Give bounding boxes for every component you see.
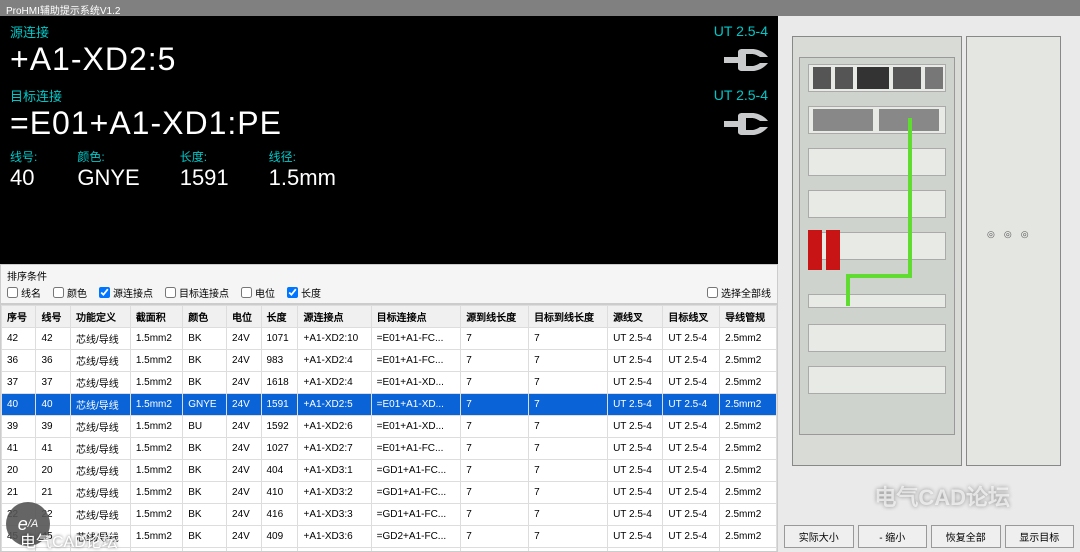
column-header[interactable]: 线号 bbox=[36, 306, 70, 328]
filter-checkbox[interactable]: 颜色 bbox=[53, 285, 87, 300]
filter-bar: 排序条件 线名颜色源连接点目标连接点电位长度 选择全部线 bbox=[0, 264, 778, 304]
title-bar: ProHMI辅助提示系统V1.2 bbox=[0, 0, 1080, 16]
cabinet-door[interactable]: ◎ ◎ ◎ bbox=[966, 36, 1061, 466]
column-header[interactable]: 截面积 bbox=[130, 306, 182, 328]
cabinet-button[interactable]: 显示目标 bbox=[1005, 525, 1075, 548]
cabinet-body[interactable] bbox=[792, 36, 962, 466]
wire-route bbox=[908, 118, 912, 278]
table-row[interactable]: 2222芯线/导线1.5mm2BK24V416+A1-XD3:3=GD1+A1-… bbox=[2, 504, 777, 526]
color-value: GNYE bbox=[77, 165, 139, 191]
column-header[interactable]: 长度 bbox=[261, 306, 298, 328]
column-header[interactable]: 电位 bbox=[227, 306, 261, 328]
table-row[interactable]: 3636芯线/导线1.5mm2BK24V983+A1-XD2:4=E01+A1-… bbox=[2, 350, 777, 372]
wire-route bbox=[846, 274, 912, 278]
wire-no-label: 线号: bbox=[10, 148, 37, 165]
fork-terminal-icon bbox=[724, 113, 768, 135]
column-header[interactable]: 导线管规 bbox=[720, 306, 777, 328]
fork-terminal-icon bbox=[724, 49, 768, 71]
filter-checkbox[interactable]: 电位 bbox=[241, 285, 275, 300]
filter-checkbox[interactable]: 目标连接点 bbox=[165, 285, 229, 300]
left-column: 源连接 UT 2.5-4 +A1-XD2:5 目标连接 UT 2.5-4 =E0… bbox=[0, 16, 778, 552]
column-header[interactable]: 功能定义 bbox=[70, 306, 130, 328]
length-value: 1591 bbox=[180, 165, 229, 191]
select-all-checkbox[interactable]: 选择全部线 bbox=[707, 285, 771, 300]
column-header[interactable]: 源线叉 bbox=[608, 306, 663, 328]
length-label: 长度: bbox=[180, 148, 229, 165]
diameter-value: 1.5mm bbox=[269, 165, 336, 191]
cabinet-button[interactable]: 实际大小 bbox=[784, 525, 854, 548]
column-header[interactable]: 源到线长度 bbox=[461, 306, 529, 328]
wire-display-panel: 源连接 UT 2.5-4 +A1-XD2:5 目标连接 UT 2.5-4 =E0… bbox=[0, 16, 778, 264]
cabinet-preview-panel: ◎ ◎ ◎ 实际大小- 缩小恢复全部显示目标 bbox=[778, 16, 1080, 552]
cabinet-panel bbox=[799, 57, 955, 435]
filter-checkbox[interactable]: 源连接点 bbox=[99, 285, 153, 300]
logo-caption: 电气CAD论坛 bbox=[20, 528, 118, 552]
source-terminal-type: UT 2.5-4 bbox=[714, 23, 768, 39]
wire-no-value: 40 bbox=[10, 165, 37, 191]
column-header[interactable]: 目标连接点 bbox=[371, 306, 461, 328]
table-row[interactable]: 4040芯线/导线1.5mm2GNYE24V1591+A1-XD2:5=E01+… bbox=[2, 394, 777, 416]
source-label: 源连接 bbox=[10, 22, 49, 41]
door-label: ◎ ◎ ◎ bbox=[987, 227, 1029, 240]
table-row[interactable]: 3737芯线/导线1.5mm2BK24V1618+A1-XD2:4=E01+A1… bbox=[2, 372, 777, 394]
table-row[interactable]: 4242芯线/导线1.5mm2BK24V1071+A1-XD2:10=E01+A… bbox=[2, 328, 777, 350]
table-row[interactable]: 3939芯线/导线1.5mm2BU24V1592+A1-XD2:6=E01+A1… bbox=[2, 416, 777, 438]
color-label: 颜色: bbox=[77, 148, 139, 165]
target-terminal-type: UT 2.5-4 bbox=[714, 87, 768, 103]
column-header[interactable]: 目标到线长度 bbox=[529, 306, 608, 328]
target-value: =E01+A1-XD1:PE bbox=[10, 105, 282, 142]
column-header[interactable]: 序号 bbox=[2, 306, 36, 328]
table-row[interactable]: 2121芯线/导线1.5mm2BK24V410+A1-XD3:2=GD1+A1-… bbox=[2, 482, 777, 504]
column-header[interactable]: 源连接点 bbox=[298, 306, 371, 328]
wire-table[interactable]: 序号线号功能定义截面积颜色电位长度源连接点目标连接点源到线长度目标到线长度源线叉… bbox=[1, 305, 777, 552]
target-label: 目标连接 bbox=[10, 86, 62, 105]
diameter-label: 线径: bbox=[269, 148, 336, 165]
main-layout: 源连接 UT 2.5-4 +A1-XD2:5 目标连接 UT 2.5-4 =E0… bbox=[0, 16, 1080, 552]
table-row[interactable]: 4141芯线/导线1.5mm2BK24V1027+A1-XD2:7=E01+A1… bbox=[2, 438, 777, 460]
source-value: +A1-XD2:5 bbox=[10, 41, 176, 78]
column-header[interactable]: 颜色 bbox=[183, 306, 227, 328]
wire-route bbox=[846, 274, 850, 306]
cabinet-button[interactable]: 恢复全部 bbox=[931, 525, 1001, 548]
filter-section-label: 排序条件 bbox=[7, 268, 771, 283]
cabinet-button[interactable]: - 缩小 bbox=[858, 525, 928, 548]
wire-table-wrap[interactable]: 序号线号功能定义截面积颜色电位长度源连接点目标连接点源到线长度目标到线长度源线叉… bbox=[0, 304, 778, 552]
table-row[interactable]: 2020芯线/导线1.5mm2BK24V404+A1-XD3:1=GD1+A1-… bbox=[2, 460, 777, 482]
column-header[interactable]: 目标线叉 bbox=[663, 306, 720, 328]
filter-checkbox[interactable]: 长度 bbox=[287, 285, 321, 300]
filter-checkbox[interactable]: 线名 bbox=[7, 285, 41, 300]
